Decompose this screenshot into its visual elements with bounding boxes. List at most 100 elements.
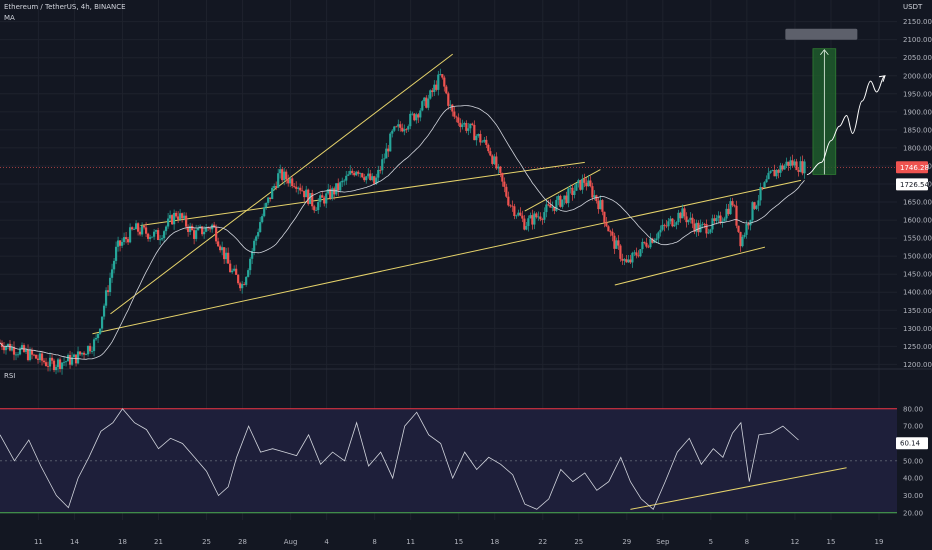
candle-body	[90, 351, 94, 352]
candle-body	[487, 144, 490, 152]
candle-body	[136, 223, 140, 232]
candle-body	[203, 231, 206, 235]
candle-body	[159, 239, 162, 241]
candle-body	[279, 169, 282, 174]
candle-body	[4, 346, 8, 351]
candle-body	[631, 252, 634, 263]
candle-body	[479, 133, 482, 143]
candle-body	[118, 240, 122, 246]
candle-body	[661, 224, 664, 230]
current-price-tag: 1746.28	[900, 164, 929, 172]
price-tick-label: 1800.00	[903, 144, 932, 152]
projection-path[interactable]	[806, 75, 886, 176]
candle-body	[459, 122, 462, 128]
candle-body	[371, 176, 374, 181]
rsi-band	[0, 408, 897, 513]
candle-body	[689, 217, 692, 220]
price-tick-label: 1250.00	[903, 343, 932, 351]
candle-body	[76, 351, 80, 364]
candle-body	[151, 236, 154, 238]
candle-body	[341, 180, 344, 183]
candle-body	[533, 213, 536, 225]
candle-body	[663, 224, 666, 226]
candle-body	[671, 218, 674, 227]
candle-body	[46, 366, 50, 367]
candle-body	[703, 223, 706, 225]
time-tick-label: 25	[202, 538, 211, 546]
candle-body	[415, 114, 418, 121]
candle-body	[669, 218, 672, 222]
candle-body	[659, 229, 662, 233]
candle-body	[171, 215, 174, 225]
candle-body	[373, 176, 376, 184]
candle-body	[68, 354, 72, 365]
price-tick-label: 1850.00	[903, 126, 932, 134]
candle-body	[711, 218, 714, 230]
time-tick-label: 28	[238, 538, 247, 546]
candle-body	[803, 161, 806, 174]
candle-body	[283, 171, 286, 181]
candle-body	[56, 359, 60, 368]
candle-body	[116, 240, 120, 247]
candle-body	[727, 208, 730, 215]
candle-body	[355, 171, 358, 176]
time-tick-label: 15	[826, 538, 835, 546]
currency-label: USDT	[903, 3, 923, 11]
candle-body	[187, 226, 190, 232]
candle-body	[477, 133, 480, 136]
candle-body	[353, 173, 356, 176]
candle-body	[319, 195, 322, 203]
candle-body	[475, 135, 478, 141]
candle-body	[437, 74, 440, 90]
candle-body	[465, 123, 468, 131]
candle-body	[70, 357, 74, 365]
candle-body	[549, 204, 552, 208]
candle-body	[215, 227, 218, 242]
candle-body	[233, 268, 236, 271]
candle-body	[431, 90, 434, 93]
candle-body	[110, 269, 114, 278]
candle-body	[169, 215, 172, 219]
time-tick-label: 22	[538, 538, 547, 546]
candle-body	[601, 200, 604, 212]
candle-body	[44, 362, 48, 367]
price-tick-label: 1300.00	[903, 325, 932, 333]
candle-body	[271, 187, 274, 199]
price-axis[interactable]: 1200.00 1250.00 1300.00 1350.00 1400.00 1450.…	[903, 18, 932, 369]
time-tick-label: 11	[406, 538, 415, 546]
candle-body	[521, 215, 524, 219]
candle-body	[305, 189, 308, 198]
candle-body	[735, 205, 738, 226]
candle-body	[471, 123, 474, 125]
candle-body	[591, 186, 594, 198]
candle-body	[581, 178, 584, 190]
time-tick-label: 18	[118, 538, 127, 546]
candle-body	[124, 237, 128, 240]
price-tick-label: 1500.00	[903, 253, 932, 261]
candle-body	[451, 104, 454, 112]
time-tick-label: 8	[372, 538, 376, 546]
trendlines[interactable]	[92, 53, 847, 510]
candle-body	[617, 240, 620, 246]
candle-body	[627, 259, 630, 263]
candle-body	[467, 128, 470, 131]
time-axis[interactable]: 11 14 18 21 25 28 Aug 4 8 11 15 18 22 25 29 Sep 5 8 12 15 19	[34, 538, 883, 546]
current-price-tag-bg	[896, 161, 928, 174]
candle-body	[543, 212, 546, 220]
candle-body	[337, 183, 340, 191]
candle-body	[511, 205, 514, 207]
candle-body	[128, 227, 132, 243]
candle-body	[739, 231, 742, 247]
candle-body	[385, 148, 388, 159]
candle-body	[485, 139, 488, 145]
candle-body	[227, 252, 230, 264]
candle-body	[295, 186, 298, 189]
candle-body	[509, 205, 512, 207]
candle-body	[643, 241, 646, 243]
candle-body	[301, 190, 304, 192]
candle-body	[383, 158, 386, 160]
candle-body	[779, 165, 782, 173]
price-tick-label: 1450.00	[903, 271, 932, 279]
